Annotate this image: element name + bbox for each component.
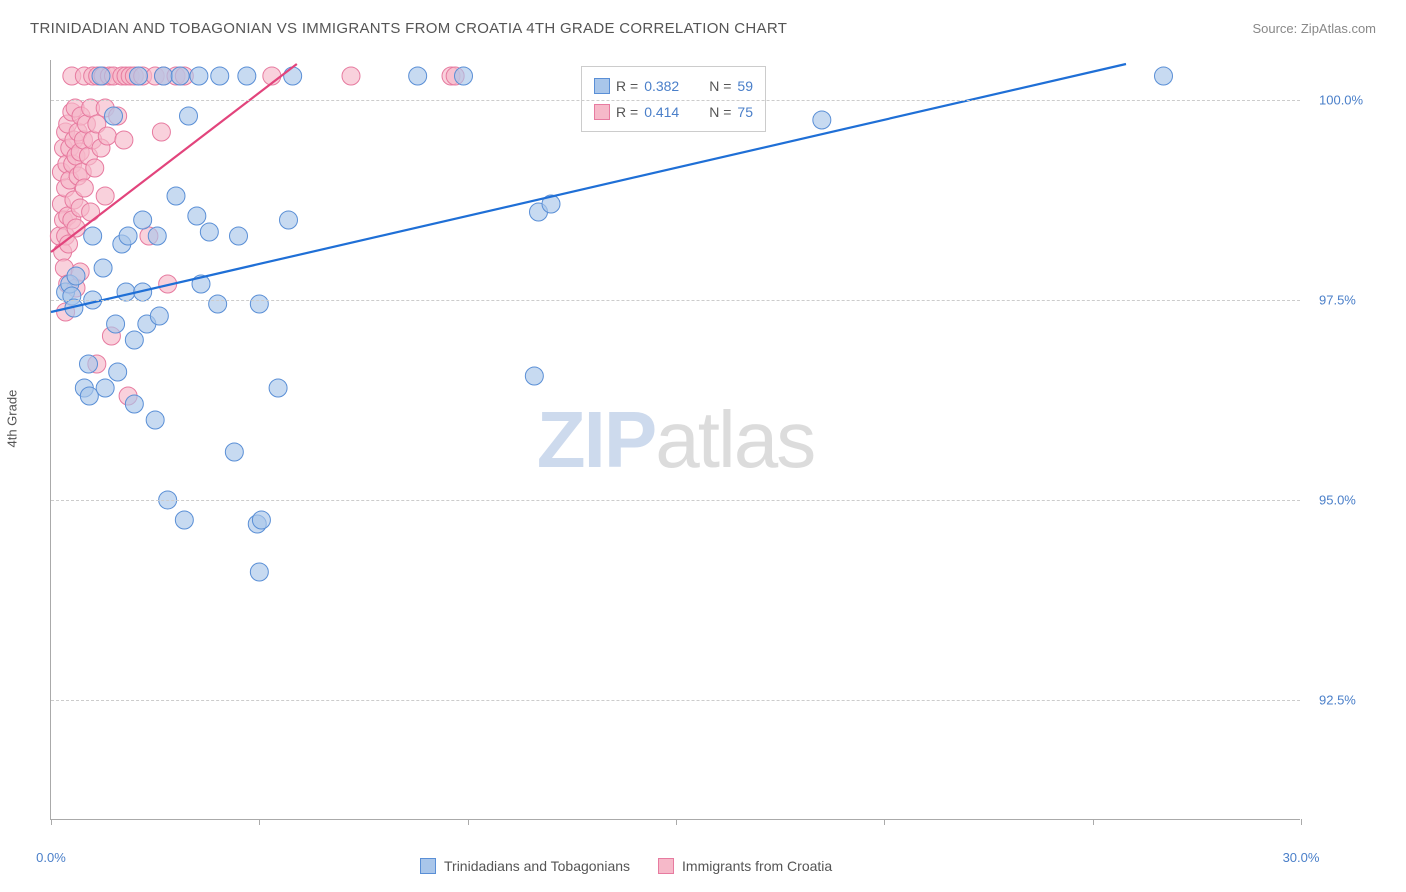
scatter-point-blue (146, 411, 164, 429)
scatter-point-blue (130, 67, 148, 85)
scatter-point-pink (86, 159, 104, 177)
scatter-point-blue (525, 367, 543, 385)
bottom-legend: Trinidadians and Tobagonians Immigrants f… (420, 858, 832, 874)
y-tick-label: 92.5% (1319, 693, 1356, 708)
legend-r-label: R = (616, 78, 638, 94)
scatter-point-blue (109, 363, 127, 381)
legend-r-value: 0.382 (644, 78, 679, 94)
x-tick (51, 819, 52, 825)
y-tick-label: 95.0% (1319, 493, 1356, 508)
scatter-point-blue (105, 107, 123, 125)
x-tick (884, 819, 885, 825)
scatter-point-blue (117, 283, 135, 301)
scatter-point-blue (125, 395, 143, 413)
scatter-point-blue (211, 67, 229, 85)
bottom-legend-item-blue: Trinidadians and Tobagonians (420, 858, 630, 874)
gridline (51, 100, 1300, 101)
scatter-point-pink (115, 131, 133, 149)
legend-swatch-pink (594, 104, 610, 120)
gridline (51, 500, 1300, 501)
scatter-point-blue (200, 223, 218, 241)
scatter-point-blue (155, 67, 173, 85)
x-tick (1301, 819, 1302, 825)
plot-svg (51, 60, 1300, 819)
chart-title: TRINIDADIAN AND TOBAGONIAN VS IMMIGRANTS… (30, 20, 787, 37)
scatter-point-blue (119, 227, 137, 245)
scatter-point-blue (455, 67, 473, 85)
scatter-point-blue (96, 379, 114, 397)
stats-legend-row-blue: R = 0.382 N = 59 (594, 73, 753, 99)
y-tick-label: 97.5% (1319, 293, 1356, 308)
bottom-legend-label: Immigrants from Croatia (682, 858, 832, 874)
scatter-point-blue (80, 355, 98, 373)
scatter-point-blue (148, 227, 166, 245)
chart-container: TRINIDADIAN AND TOBAGONIAN VS IMMIGRANTS… (0, 0, 1406, 892)
scatter-point-blue (813, 111, 831, 129)
scatter-point-blue (92, 67, 110, 85)
x-tick-label: 30.0% (1283, 850, 1320, 865)
scatter-point-blue (252, 511, 270, 529)
scatter-point-blue (84, 227, 102, 245)
legend-n-value: 75 (737, 104, 753, 120)
scatter-point-blue (209, 295, 227, 313)
legend-r-value: 0.414 (644, 104, 679, 120)
scatter-point-blue (94, 259, 112, 277)
scatter-point-blue (171, 67, 189, 85)
scatter-point-blue (280, 211, 298, 229)
legend-n-label: N = (709, 104, 731, 120)
gridline (51, 700, 1300, 701)
x-tick (676, 819, 677, 825)
scatter-point-blue (167, 187, 185, 205)
scatter-point-blue (284, 67, 302, 85)
legend-swatch-blue (420, 858, 436, 874)
scatter-point-blue (188, 207, 206, 225)
scatter-point-blue (175, 511, 193, 529)
scatter-point-blue (1155, 67, 1173, 85)
x-tick (1093, 819, 1094, 825)
scatter-point-blue (80, 387, 98, 405)
scatter-point-blue (250, 295, 268, 313)
scatter-point-pink (75, 179, 93, 197)
scatter-point-blue (180, 107, 198, 125)
stats-legend-box: R = 0.382 N = 59 R = 0.414 N = 75 (581, 66, 766, 132)
scatter-point-pink (98, 127, 116, 145)
scatter-point-pink (96, 187, 114, 205)
source-label: Source: ZipAtlas.com (1252, 21, 1376, 36)
x-tick (259, 819, 260, 825)
x-tick-label: 0.0% (36, 850, 66, 865)
bottom-legend-item-pink: Immigrants from Croatia (658, 858, 832, 874)
y-axis-label: 4th Grade (5, 390, 20, 448)
scatter-point-blue (409, 67, 427, 85)
scatter-point-blue (125, 331, 143, 349)
x-tick (468, 819, 469, 825)
scatter-point-blue (67, 267, 85, 285)
y-tick-label: 100.0% (1319, 93, 1363, 108)
plot-area: ZIPatlas R = 0.382N = 59R = 0.414N = 75 … (50, 60, 1300, 820)
scatter-point-blue (134, 211, 152, 229)
legend-n-label: N = (709, 78, 731, 94)
scatter-point-blue (107, 315, 125, 333)
scatter-point-blue (269, 379, 287, 397)
stats-legend-row-pink: R = 0.414 N = 75 (594, 99, 753, 125)
scatter-point-blue (230, 227, 248, 245)
scatter-point-blue (150, 307, 168, 325)
scatter-point-blue (238, 67, 256, 85)
title-bar: TRINIDADIAN AND TOBAGONIAN VS IMMIGRANTS… (30, 20, 1376, 37)
scatter-point-blue (190, 67, 208, 85)
bottom-legend-label: Trinidadians and Tobagonians (444, 858, 630, 874)
gridline (51, 300, 1300, 301)
scatter-point-pink (342, 67, 360, 85)
legend-swatch-blue (594, 78, 610, 94)
scatter-point-blue (250, 563, 268, 581)
legend-swatch-pink (658, 858, 674, 874)
legend-n-value: 59 (737, 78, 753, 94)
scatter-point-pink (152, 123, 170, 141)
scatter-point-blue (225, 443, 243, 461)
scatter-point-pink (82, 203, 100, 221)
legend-r-label: R = (616, 104, 638, 120)
